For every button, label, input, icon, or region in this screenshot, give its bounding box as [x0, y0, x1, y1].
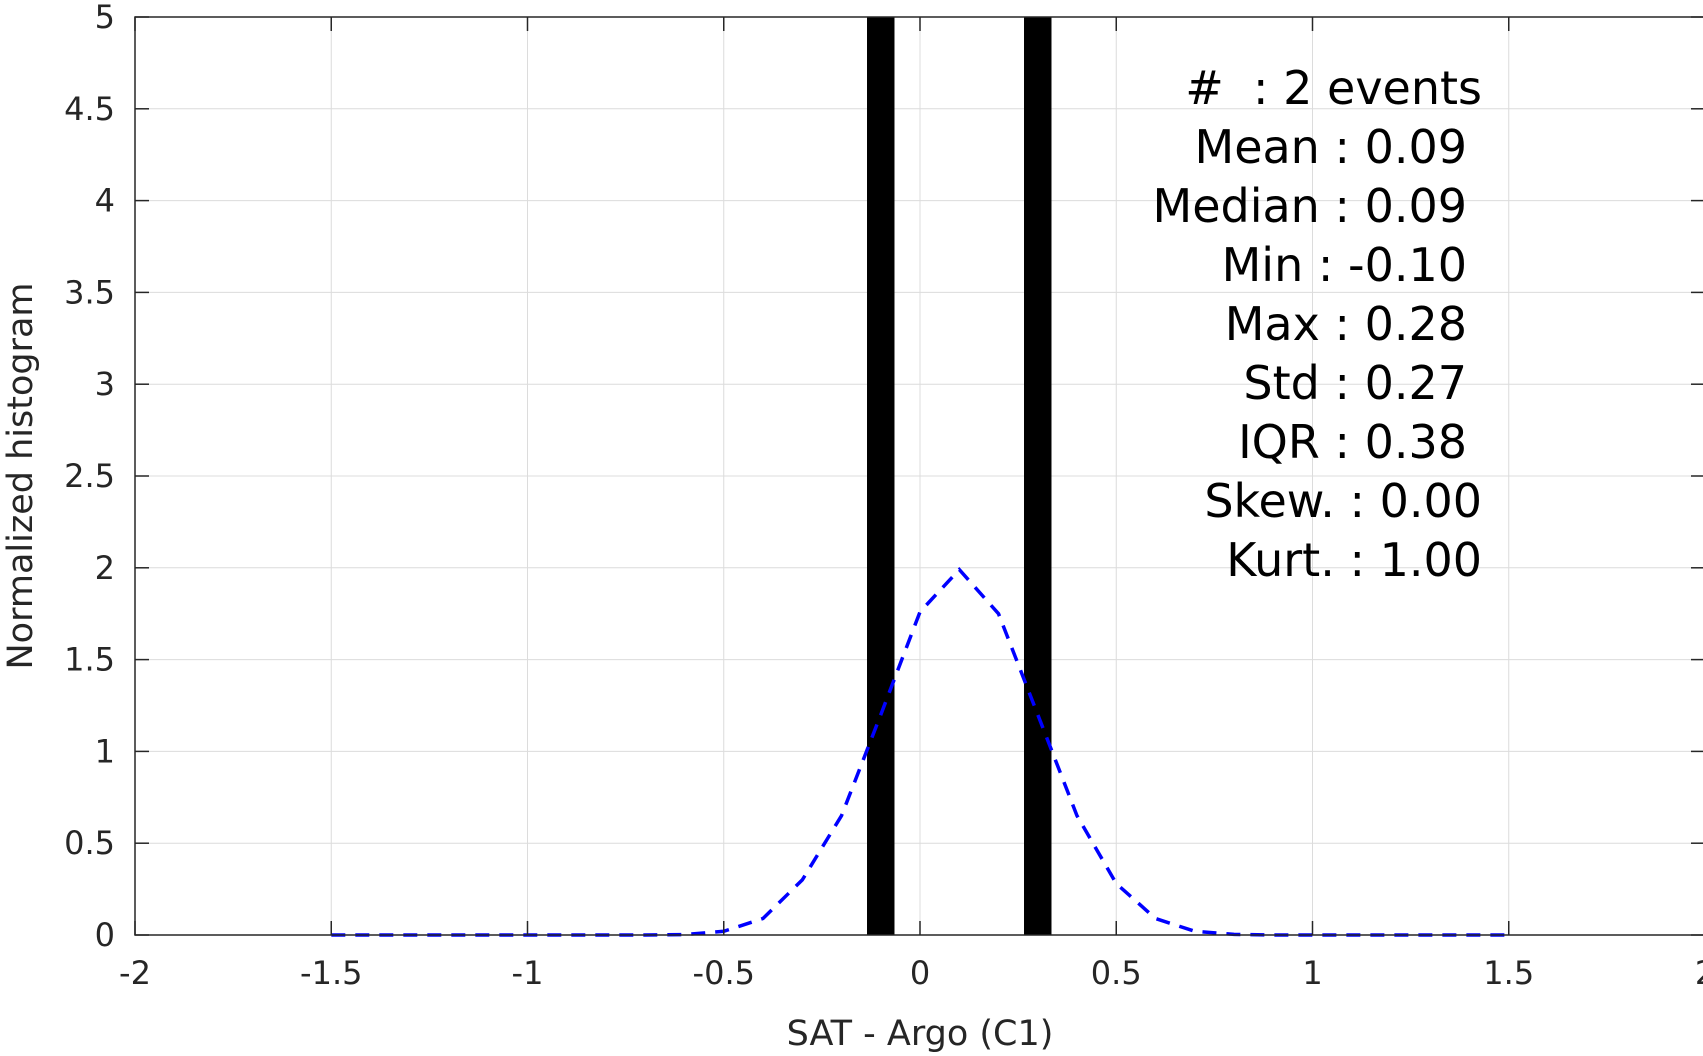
stat-min: Min : -0.10 — [1222, 238, 1467, 292]
y-tick-label: 2.5 — [64, 457, 115, 495]
x-tick-label: -1 — [512, 954, 544, 992]
y-tick-label: 0.5 — [64, 824, 115, 862]
stat-events: # : 2 events — [1185, 61, 1482, 115]
stats-annotation: # : 2 events Mean : 0.09 Median : 0.09 M… — [1153, 61, 1482, 587]
stat-mean: Mean : 0.09 — [1195, 120, 1468, 174]
y-tick-label: 5 — [95, 0, 115, 36]
x-tick-label: -2 — [119, 954, 151, 992]
y-tick-label: 3.5 — [64, 273, 115, 311]
y-tick-label: 1.5 — [64, 641, 115, 679]
x-tick-label: 2 — [1695, 954, 1703, 992]
stat-iqr: IQR : 0.38 — [1238, 415, 1467, 469]
y-tick-label: 3 — [95, 365, 115, 403]
stat-std: Std : 0.27 — [1243, 356, 1467, 410]
y-tick-label: 1 — [95, 732, 115, 770]
x-tick-label: -0.5 — [693, 954, 755, 992]
y-tick-label: 4 — [95, 182, 115, 220]
y-tick-labels: 0 0.5 1 1.5 2 2.5 3 3.5 4 4.5 5 — [64, 0, 115, 954]
y-tick-label: 2 — [95, 549, 115, 587]
x-tick-label: 1.5 — [1483, 954, 1534, 992]
x-tick-label: 0 — [910, 954, 930, 992]
histogram-bar — [1024, 17, 1052, 935]
x-axis-label: SAT - Argo (C1) — [787, 1014, 1054, 1054]
x-tick-label: 0.5 — [1091, 954, 1142, 992]
stat-skew: Skew. : 0.00 — [1204, 474, 1482, 528]
x-tick-label: -1.5 — [300, 954, 362, 992]
histogram-bars — [867, 17, 1052, 935]
y-tick-label: 0 — [95, 916, 115, 954]
y-axis-label: Normalized histogram — [1, 282, 41, 669]
stat-max: Max : 0.28 — [1225, 297, 1467, 351]
histogram-bar — [867, 17, 895, 935]
x-tick-label: 1 — [1302, 954, 1322, 992]
x-tick-labels: -2 -1.5 -1 -0.5 0 0.5 1 1.5 2 — [119, 954, 1703, 992]
stat-median: Median : 0.09 — [1153, 179, 1467, 233]
y-tick-label: 4.5 — [64, 90, 115, 128]
stat-kurt: Kurt. : 1.00 — [1226, 533, 1482, 587]
